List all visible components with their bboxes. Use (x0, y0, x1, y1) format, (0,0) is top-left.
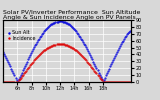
Text: Solar PV/Inverter Performance  Sun Altitude Angle & Sun Incidence Angle on PV Pa: Solar PV/Inverter Performance Sun Altitu… (3, 9, 141, 20)
Legend: Sun Alt, Incidence: Sun Alt, Incidence (6, 30, 36, 41)
